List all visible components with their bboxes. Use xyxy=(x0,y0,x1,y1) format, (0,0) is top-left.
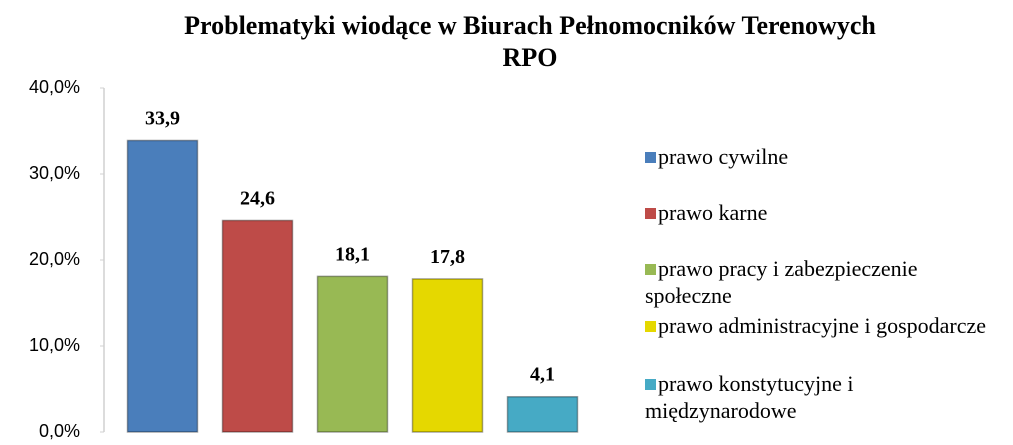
legend-entry: prawo administracyjne i gospodarcze xyxy=(645,312,1005,339)
legend-entry: prawo karne xyxy=(645,199,1005,226)
legend-label: prawo cywilne xyxy=(658,144,789,169)
legend-label: prawo konstytucyjne i międzynarodowe xyxy=(645,371,854,423)
bar xyxy=(126,139,199,433)
y-tick-label: 10,0% xyxy=(29,335,80,355)
legend-swatch xyxy=(645,152,656,163)
legend-label: prawo administracyjne i gospodarcze xyxy=(658,313,987,338)
legend-swatch xyxy=(645,208,656,219)
value-label: 24,6 xyxy=(240,187,275,209)
value-label: 4,1 xyxy=(530,364,555,386)
bar xyxy=(411,278,484,433)
legend-entry: prawo pracy i zabezpieczenie społeczne xyxy=(645,255,1005,309)
value-label: 17,8 xyxy=(430,246,465,268)
legend-swatch xyxy=(645,379,656,390)
y-tick-label: 30,0% xyxy=(29,163,80,183)
legend-swatch xyxy=(645,321,656,332)
y-tick-label: 0,0% xyxy=(39,421,80,441)
bar xyxy=(506,395,579,433)
value-label: 18,1 xyxy=(335,243,370,265)
legend-label: prawo karne xyxy=(658,200,768,225)
bar xyxy=(316,275,389,433)
legend-label: prawo pracy i zabezpieczenie społeczne xyxy=(645,256,918,308)
chart-title: Problematyki wiodące w Biurach Pełnomocn… xyxy=(184,11,876,72)
legend-entry: prawo cywilne xyxy=(645,143,1005,170)
legend-swatch xyxy=(645,264,656,275)
value-label: 33,9 xyxy=(145,107,180,129)
bar xyxy=(221,219,294,433)
y-tick-label: 20,0% xyxy=(29,249,80,269)
legend-entry: prawo konstytucyjne i międzynarodowe xyxy=(645,370,1005,424)
y-tick-label: 40,0% xyxy=(29,77,80,97)
